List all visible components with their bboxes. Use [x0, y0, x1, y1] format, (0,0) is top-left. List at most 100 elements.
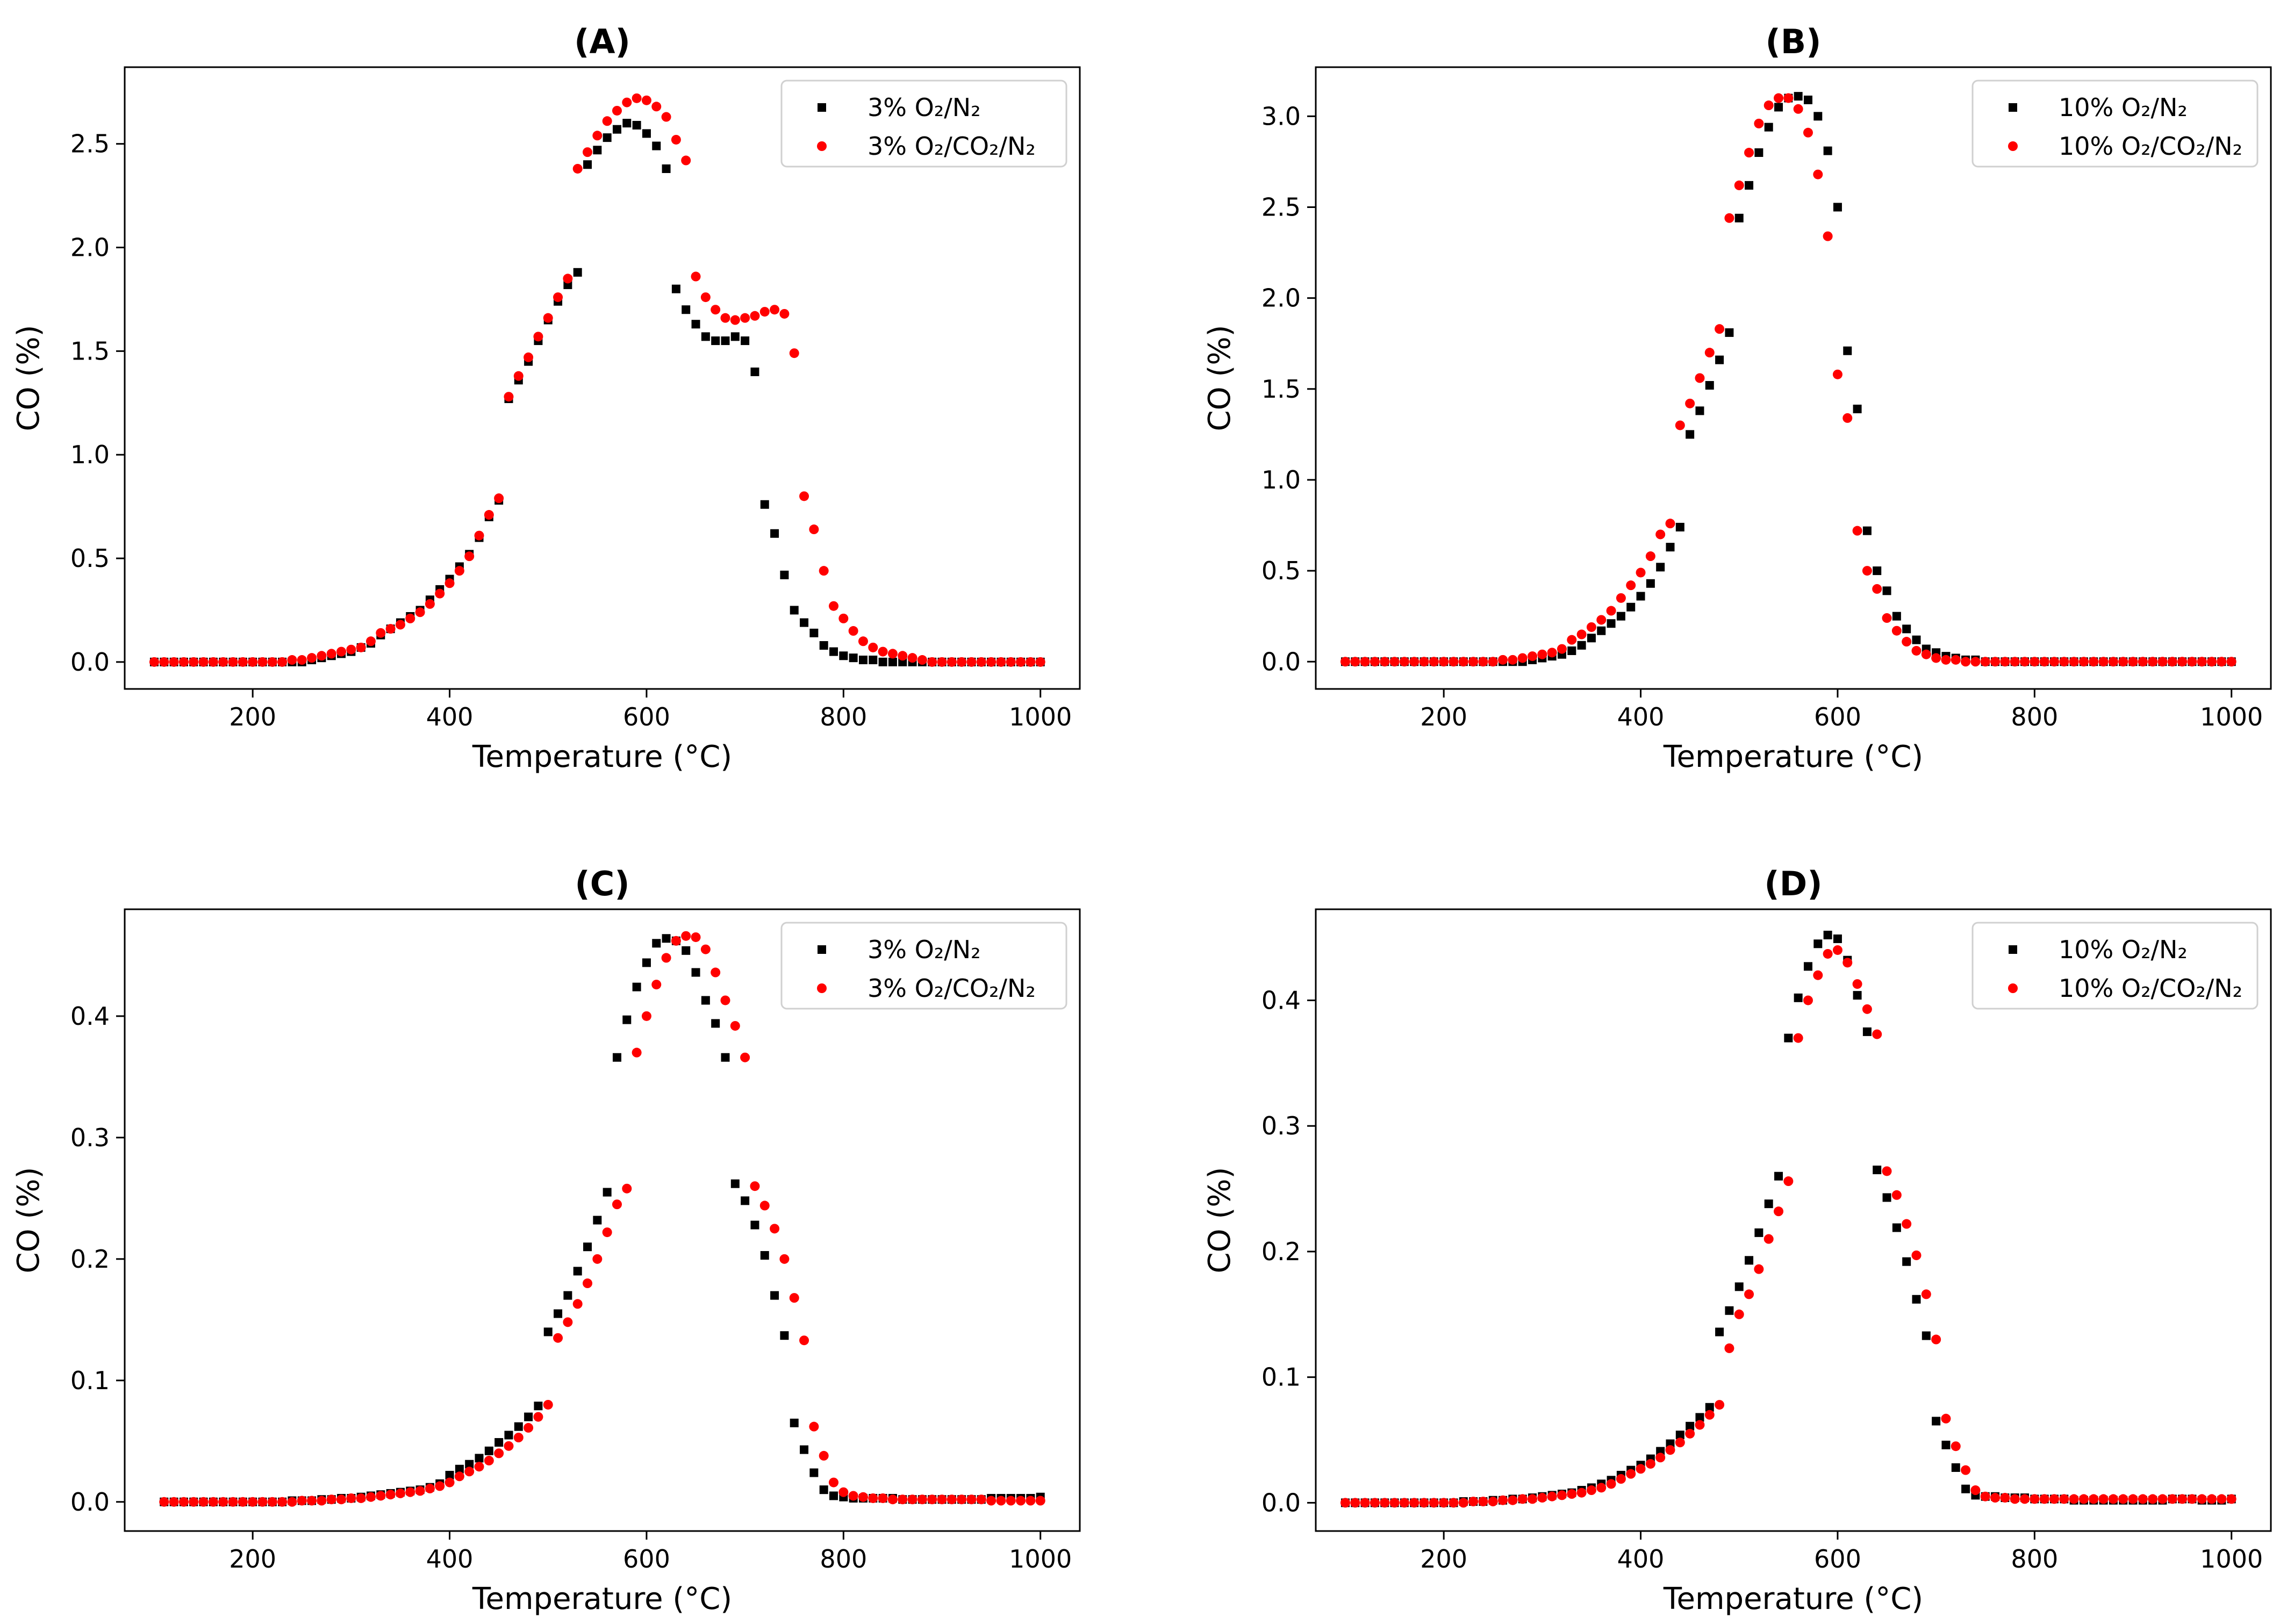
legend-marker-square [2009, 103, 2017, 112]
data-point [907, 653, 917, 663]
data-point [573, 1267, 582, 1276]
data-point [365, 636, 376, 646]
data-point [868, 642, 878, 652]
data-point [228, 1497, 238, 1507]
data-point [1675, 1438, 1685, 1448]
data-point [238, 1497, 248, 1507]
data-point [2049, 657, 2059, 667]
data-point [691, 968, 700, 977]
data-point [1843, 346, 1852, 355]
data-point [1764, 1199, 1773, 1209]
data-point [1763, 1234, 1774, 1244]
plot-frame [124, 908, 1081, 1532]
data-point [1399, 1498, 1409, 1508]
data-point [248, 1497, 258, 1507]
data-point [1695, 406, 1704, 415]
legend-box [1971, 922, 2259, 1010]
data-point [603, 133, 612, 142]
data-point [1911, 645, 1922, 656]
data-point [189, 657, 199, 667]
data-point [1026, 657, 1036, 667]
data-point [848, 1491, 858, 1501]
data-point [986, 657, 996, 667]
data-point [1468, 657, 1479, 667]
data-point [976, 657, 986, 667]
data-point [1892, 612, 1901, 621]
data-point [593, 146, 602, 155]
data-point [2177, 657, 2188, 667]
data-point [770, 305, 780, 315]
data-point [1488, 1497, 1498, 1507]
data-point [887, 649, 898, 659]
data-point [474, 530, 484, 541]
chart-title: (C) [575, 864, 629, 903]
data-point [641, 1011, 651, 1021]
x-tick-label: 400 [1617, 1544, 1665, 1573]
legend-label: 10% O₂/CO₂/N₂ [2059, 132, 2242, 161]
data-point [632, 1047, 642, 1058]
data-point [1607, 619, 1616, 628]
data-point [365, 1492, 376, 1502]
data-point [701, 996, 710, 1005]
data-point [1626, 602, 1636, 612]
data-point [1498, 655, 1508, 665]
data-point [2000, 657, 2010, 667]
data-point [554, 1309, 563, 1318]
data-point [592, 1254, 603, 1264]
data-point [2226, 657, 2236, 667]
data-point [1882, 613, 1892, 623]
data-point [750, 1220, 759, 1230]
data-point [1783, 1176, 1794, 1187]
data-point [730, 315, 740, 325]
data-point [376, 628, 386, 638]
data-point [996, 1496, 1006, 1506]
data-point [504, 1431, 513, 1440]
data-point [1872, 584, 1882, 594]
series-1 [160, 934, 1045, 1506]
data-point [888, 657, 897, 666]
data-point [651, 980, 662, 990]
data-point [1902, 637, 1912, 647]
data-point [838, 1487, 849, 1497]
data-point [1754, 118, 1764, 128]
legend-label: 10% O₂/N₂ [2059, 93, 2188, 122]
data-point [701, 332, 710, 341]
data-point [277, 1497, 288, 1507]
data-point [790, 1418, 799, 1427]
data-point [445, 1477, 455, 1488]
data-point [1813, 169, 1823, 179]
data-point [671, 936, 681, 946]
data-point [169, 1497, 179, 1507]
legend-marker-circle [817, 141, 827, 151]
data-point [1666, 543, 1675, 552]
data-point [2187, 657, 2197, 667]
data-point [1951, 1441, 1961, 1451]
data-point [1645, 551, 1655, 562]
data-point [1912, 1295, 1921, 1304]
data-point [740, 1052, 750, 1062]
data-point [700, 292, 711, 303]
data-point [1784, 1033, 1793, 1043]
data-point [898, 1494, 908, 1505]
y-tick-label: 0.0 [1261, 1488, 1301, 1517]
data-point [484, 510, 494, 520]
data-point [858, 1492, 868, 1502]
data-point [986, 1496, 996, 1506]
data-point [405, 613, 415, 623]
data-point [208, 1497, 218, 1507]
data-point [1626, 580, 1636, 591]
chart-title: (A) [574, 22, 630, 61]
data-point [790, 606, 799, 615]
data-point [1793, 1033, 1803, 1043]
data-point [1902, 1219, 1912, 1229]
x-tick-label: 1000 [1009, 702, 1072, 731]
data-point [2020, 657, 2030, 667]
data-point [563, 274, 573, 284]
data-point [2098, 657, 2109, 667]
series-2 [1340, 93, 2236, 667]
data-point [711, 305, 721, 315]
y-axis: 0.0 0.5 1.0 1.5 2.0 2.5 [70, 130, 125, 677]
data-point [1586, 1485, 1596, 1496]
data-point [1016, 1496, 1026, 1506]
data-point [1764, 123, 1773, 132]
